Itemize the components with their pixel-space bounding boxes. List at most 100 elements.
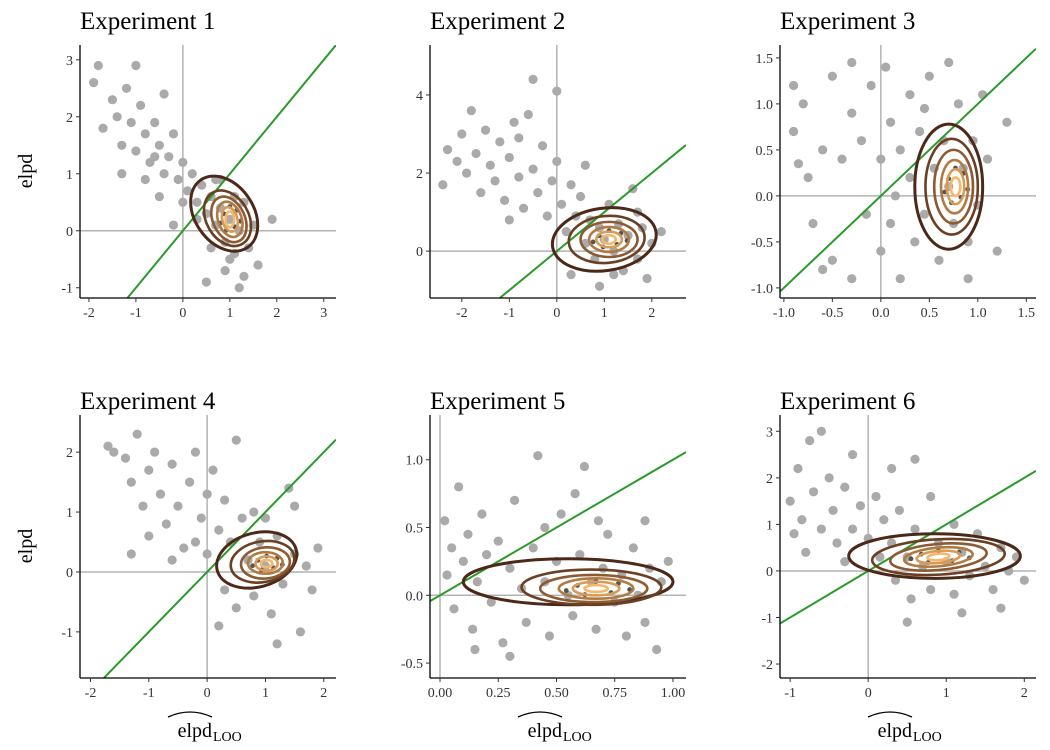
x-tick-label: 0.25 <box>486 686 511 701</box>
data-point <box>454 482 464 492</box>
data-point <box>266 609 276 619</box>
y-axis-label-row1: elpd <box>15 154 37 188</box>
data-point <box>120 453 131 463</box>
data-point <box>168 220 179 230</box>
data-point <box>788 126 799 137</box>
hat-accent <box>867 711 913 718</box>
density-contour-level-2 <box>202 189 253 248</box>
data-point <box>514 133 524 143</box>
data-point <box>875 552 885 562</box>
density-contour-level-1 <box>847 532 1022 580</box>
data-point <box>996 603 1006 613</box>
density-contour-level-4 <box>587 225 631 254</box>
data-point <box>803 172 813 183</box>
reference-line-y-equals-x <box>780 47 1036 293</box>
y-tick-label: 3 <box>766 425 773 440</box>
data-point <box>150 447 160 457</box>
x-tick-label: 0 <box>204 686 211 701</box>
density-contour-level-3 <box>579 220 639 259</box>
data-point <box>179 543 189 553</box>
y-tick-label: 0.5 <box>406 522 424 537</box>
plot-area <box>430 415 686 678</box>
data-point <box>568 611 578 621</box>
data-point <box>468 624 478 634</box>
density-contour-level-4 <box>557 577 635 600</box>
x-tick-label: -2 <box>85 686 97 701</box>
y-tick-label: -2 <box>761 658 773 673</box>
density-contour-level-5 <box>220 205 240 233</box>
data-point <box>788 80 799 91</box>
data-point <box>208 465 218 475</box>
panel-title-2: Experiment 2 <box>430 8 565 35</box>
data-point <box>109 447 119 457</box>
data-point <box>150 117 160 128</box>
dense-data-point <box>908 556 914 562</box>
data-point <box>490 176 500 186</box>
x-tick-label: 1.0 <box>969 306 987 321</box>
data-point <box>910 454 920 464</box>
data-point <box>190 537 201 547</box>
data-point <box>808 487 819 497</box>
data-point <box>498 638 508 648</box>
data-point <box>866 80 876 91</box>
data-point <box>818 264 828 275</box>
data-point <box>840 482 850 492</box>
data-point <box>249 507 259 517</box>
data-point <box>463 529 473 539</box>
y-tick-label: -0.5 <box>401 657 423 672</box>
data-point <box>652 644 662 655</box>
data-point <box>138 501 148 511</box>
data-point <box>132 429 142 439</box>
x-tick-label: -0.5 <box>821 306 843 321</box>
data-point <box>159 89 169 99</box>
data-point <box>801 547 811 557</box>
data-point <box>642 273 652 284</box>
data-point <box>566 180 576 190</box>
density-contour-level-4 <box>246 550 285 576</box>
data-point <box>566 269 576 280</box>
data-point <box>890 191 900 201</box>
density-contour-level-2 <box>229 539 296 584</box>
data-point <box>442 570 452 580</box>
y-tick-label: 1.5 <box>756 52 774 67</box>
y-tick-label: 2 <box>766 472 773 487</box>
panel-5: 0.00 0.25 0.50 0.75 1.00 -0.5 0.0 0.5 1.0 <box>401 415 686 701</box>
data-point <box>278 579 288 589</box>
density-contour-level-2 <box>924 137 980 236</box>
x-label-subscript: LOO <box>213 730 242 745</box>
data-point <box>798 99 808 109</box>
data-point <box>827 255 837 265</box>
data-point <box>876 246 886 256</box>
data-point <box>518 203 529 213</box>
dense-data-point <box>590 239 596 245</box>
x-tick-label: -1 <box>143 686 155 701</box>
data-point <box>93 60 103 71</box>
data-point <box>117 140 127 150</box>
density-contour-level-4 <box>939 158 970 215</box>
data-point <box>457 129 467 139</box>
plot-area <box>780 45 1036 298</box>
density-contour-level-5 <box>915 549 962 565</box>
x-tick-label: 0 <box>553 306 560 321</box>
data-point <box>477 509 487 519</box>
density-contour-level-2 <box>870 537 1006 577</box>
plot-area <box>430 45 686 298</box>
data-point <box>926 491 936 502</box>
y-tick-label: 2 <box>66 446 73 461</box>
y-tick-label: 1 <box>66 506 73 521</box>
data-point <box>656 227 666 237</box>
data-point <box>126 549 136 559</box>
panel-6: -1 0 1 2 -2 -1 0 1 2 3 <box>761 415 1036 701</box>
density-contour-level-3 <box>932 148 975 225</box>
x-tick-label: 0.50 <box>544 686 569 701</box>
data-point <box>547 176 557 186</box>
y-tick-label: 2 <box>416 167 423 182</box>
y-tick-label: -1 <box>61 626 73 641</box>
data-point <box>206 243 216 253</box>
data-point <box>552 156 562 166</box>
data-point <box>528 543 538 553</box>
data-point <box>150 152 160 162</box>
y-tick-label: 0 <box>766 565 773 580</box>
data-point <box>537 141 548 151</box>
